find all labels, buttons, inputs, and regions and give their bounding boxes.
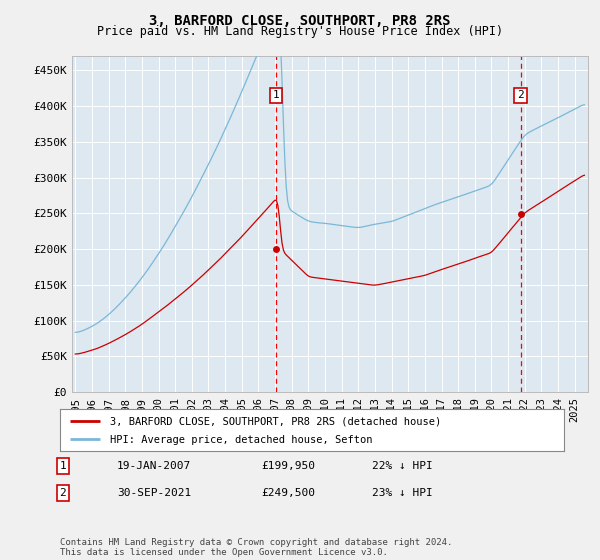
Text: 3, BARFORD CLOSE, SOUTHPORT, PR8 2RS: 3, BARFORD CLOSE, SOUTHPORT, PR8 2RS (149, 14, 451, 28)
Text: 23% ↓ HPI: 23% ↓ HPI (372, 488, 433, 498)
Text: HPI: Average price, detached house, Sefton: HPI: Average price, detached house, Seft… (110, 435, 373, 445)
Text: £249,500: £249,500 (261, 488, 315, 498)
Text: Contains HM Land Registry data © Crown copyright and database right 2024.
This d: Contains HM Land Registry data © Crown c… (60, 538, 452, 557)
Text: £199,950: £199,950 (261, 461, 315, 471)
Text: Price paid vs. HM Land Registry's House Price Index (HPI): Price paid vs. HM Land Registry's House … (97, 25, 503, 38)
Text: 3, BARFORD CLOSE, SOUTHPORT, PR8 2RS (detached house): 3, BARFORD CLOSE, SOUTHPORT, PR8 2RS (de… (110, 417, 442, 426)
Text: 19-JAN-2007: 19-JAN-2007 (117, 461, 191, 471)
Text: 1: 1 (59, 461, 67, 471)
Text: 30-SEP-2021: 30-SEP-2021 (117, 488, 191, 498)
Text: 22% ↓ HPI: 22% ↓ HPI (372, 461, 433, 471)
Text: 2: 2 (517, 90, 524, 100)
Text: 1: 1 (272, 90, 279, 100)
Text: 2: 2 (59, 488, 67, 498)
